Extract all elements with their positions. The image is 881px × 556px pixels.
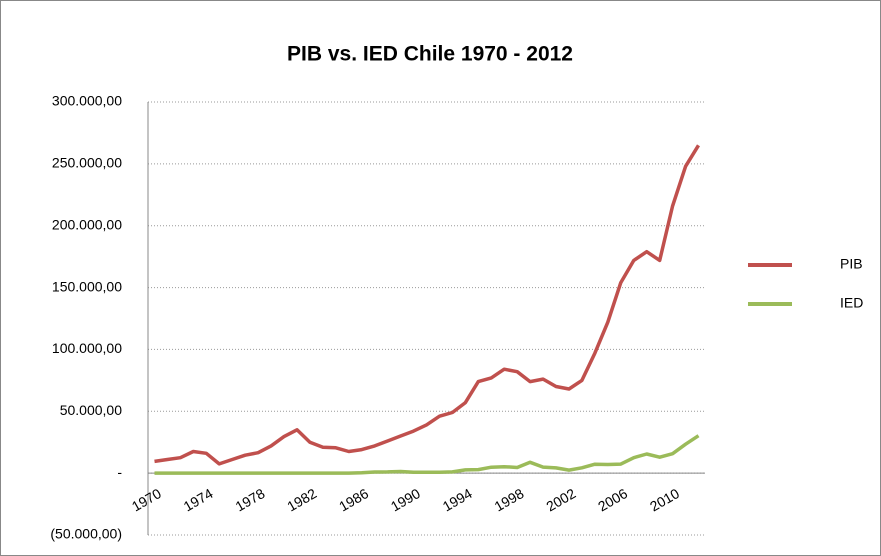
y-tick-label: 250.000,00 bbox=[52, 155, 122, 171]
legend-label: PIB bbox=[840, 256, 863, 272]
y-tick-label: 300.000,00 bbox=[52, 93, 122, 109]
y-tick-label: (50.000,00) bbox=[50, 526, 122, 542]
legend-label: IED bbox=[840, 295, 863, 311]
chart-title: PIB vs. IED Chile 1970 - 2012 bbox=[287, 43, 573, 66]
data-line bbox=[154, 434, 700, 475]
y-tick-label: 50.000,00 bbox=[60, 402, 122, 418]
y-tick-label: 150.000,00 bbox=[52, 278, 122, 294]
y-tick-label: 200.000,00 bbox=[52, 216, 122, 232]
y-tick-label: 100.000,00 bbox=[52, 340, 122, 356]
y-tick-label: - bbox=[117, 464, 122, 480]
data-line bbox=[154, 144, 700, 466]
